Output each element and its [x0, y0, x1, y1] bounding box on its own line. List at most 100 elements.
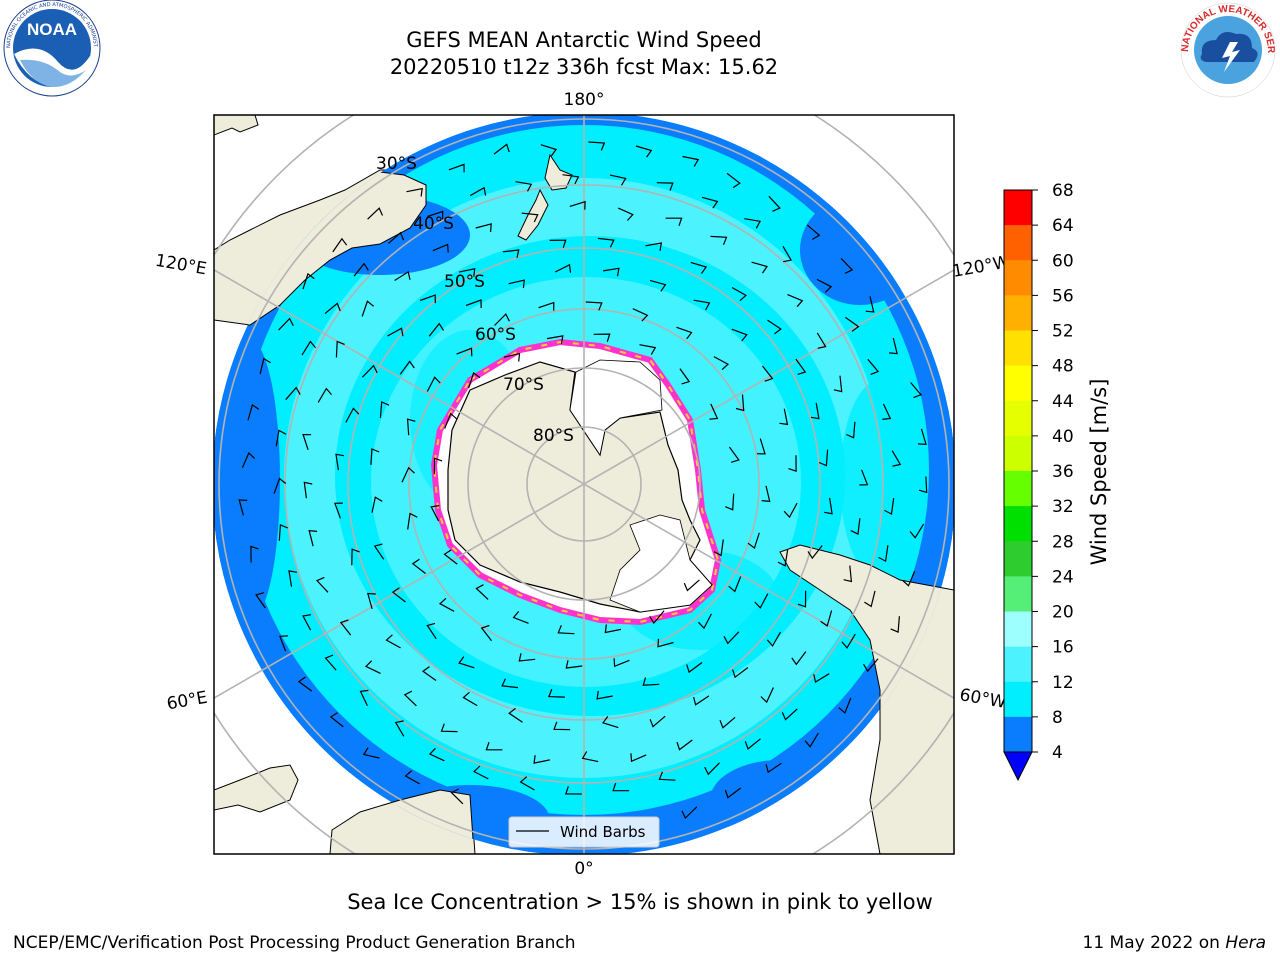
- wind-barb: [816, 332, 827, 349]
- wind-barb: [635, 145, 653, 158]
- wind-barb: [546, 335, 564, 344]
- wind-barb: [468, 371, 481, 389]
- wind-barb: [275, 429, 287, 447]
- colorbar-segment: [1004, 541, 1032, 577]
- wind-barb: [804, 732, 819, 748]
- wind-barb: [767, 319, 782, 335]
- wind-barb: [756, 438, 766, 455]
- lon-label-120e: 120°E: [154, 251, 208, 280]
- wind-barb: [681, 806, 698, 820]
- colorbar-tick-label: 28: [1052, 532, 1074, 552]
- colorbar-segment: [1004, 471, 1032, 507]
- colorbar-segment: [1004, 576, 1032, 612]
- wind-barb: [480, 624, 492, 642]
- wind-barb: [813, 673, 830, 683]
- wind-barb: [632, 308, 649, 322]
- wind-barb: [301, 340, 316, 356]
- wind-barb: [747, 532, 760, 549]
- wind-barb: [278, 317, 294, 331]
- wind-barb: [820, 610, 833, 627]
- lon-label-0: 0°: [574, 859, 593, 879]
- wind-barb: [569, 200, 586, 210]
- wind-barb: [564, 786, 582, 795]
- wind-barb: [760, 687, 774, 704]
- colorbar-tick-label: 8: [1052, 708, 1063, 728]
- wind-barb: [462, 691, 478, 707]
- wind-barb: [882, 403, 892, 420]
- wind-barb: [791, 651, 807, 666]
- lon-label-60w: 60°W: [958, 685, 1008, 713]
- wind-barb: [676, 739, 693, 751]
- wind-barb: [713, 356, 730, 371]
- footer-date: 11 May 2022 on: [1082, 933, 1226, 953]
- wind-barb: [824, 497, 833, 515]
- wind-barb: [816, 278, 833, 293]
- wind-barb: [704, 762, 720, 776]
- wind-barb: [247, 403, 260, 421]
- wind-barb: [864, 590, 876, 608]
- wind-barb: [427, 210, 444, 220]
- colorbar-segment: [1004, 646, 1032, 683]
- wind-barb: [723, 631, 740, 645]
- wind-barb: [878, 545, 889, 563]
- wind-barb: [762, 365, 774, 382]
- colorbar-extend-triangle: [1003, 751, 1033, 782]
- map-title: GEFS MEAN Antarctic Wind Speed: [406, 28, 762, 52]
- wind-barb: [728, 576, 742, 593]
- wind-barb: [918, 476, 928, 494]
- wind-barb: [255, 592, 266, 609]
- wind-barb: [302, 272, 315, 290]
- colorbar-label: Wind Speed [m/s]: [1087, 379, 1111, 566]
- wind-barb: [438, 597, 455, 612]
- wind-barb: [512, 611, 529, 624]
- wind-barb: [642, 677, 660, 686]
- wind-barb: [597, 237, 615, 248]
- lon-label-180: 180°: [564, 90, 605, 110]
- wind-barb: [351, 548, 360, 566]
- wind-barb: [238, 499, 248, 516]
- wind-barb: [406, 187, 423, 197]
- wind-barb: [603, 267, 620, 277]
- wind-barb: [297, 676, 313, 692]
- colorbar-tick-label: 16: [1052, 638, 1074, 658]
- wind-barb: [473, 765, 489, 780]
- wind-barb: [732, 667, 749, 679]
- wind-barb: [288, 570, 298, 587]
- map-legend: Wind Barbs: [508, 816, 660, 848]
- wind-barb: [426, 622, 437, 640]
- colorbar-tick-label: 12: [1052, 673, 1074, 693]
- nws-logo: NATIONAL WEATHER SERVICE: [1178, 2, 1276, 98]
- wind-barb: [710, 235, 728, 246]
- wind-barb: [335, 453, 345, 471]
- wind-barb: [751, 261, 768, 274]
- wind-barb: [557, 625, 575, 635]
- wind-barb: [508, 707, 523, 723]
- wind-barb: [806, 224, 821, 240]
- wind-barb: [744, 218, 762, 229]
- wind-barb: [278, 524, 289, 541]
- wind-barb: [766, 631, 782, 647]
- colorbar-tick-label: 68: [1052, 181, 1074, 201]
- wind-barb: [676, 326, 693, 340]
- colorbar-segment: [1004, 295, 1032, 331]
- wind-barb: [862, 658, 879, 673]
- wind-barb: [401, 466, 415, 483]
- wind-barb: [315, 576, 329, 593]
- wind-barb: [502, 249, 520, 258]
- lat-label-60s: 60°S: [475, 325, 516, 345]
- lon-label-120w: 120°W: [951, 252, 1012, 282]
- graticule: [214, 115, 954, 854]
- wind-barb: [501, 678, 519, 689]
- wind-barb: [686, 662, 703, 674]
- legend-label: Wind Barbs: [560, 823, 646, 841]
- wind-barb: [859, 469, 869, 486]
- wind-barb: [540, 144, 558, 157]
- wind-barb: [367, 207, 384, 220]
- wind-barb: [713, 539, 724, 557]
- wind-barb: [645, 242, 663, 251]
- wind-barb: [391, 587, 406, 603]
- wind-barb: [379, 401, 390, 419]
- wind-barb: [596, 690, 613, 700]
- wind-barb: [553, 721, 571, 731]
